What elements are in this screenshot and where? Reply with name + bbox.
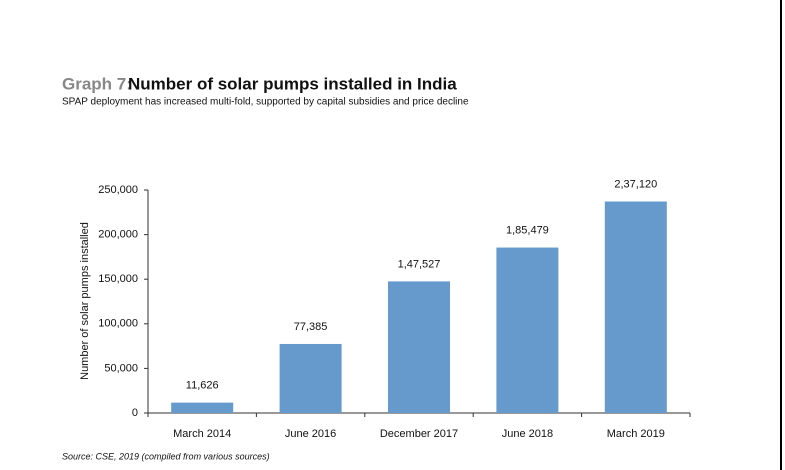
chart-subtitle: SPAP deployment has increased multi-fold…: [62, 97, 469, 108]
value-label: 1,85,479: [506, 224, 549, 236]
y-tick-label: 200,000: [98, 229, 138, 241]
bar: [279, 343, 342, 413]
bar: [496, 247, 559, 413]
chart-title: Number of solar pumps installed in India: [128, 74, 457, 93]
bar: [171, 402, 234, 413]
value-label: 77,385: [294, 321, 328, 333]
source: Source: CSE, 2019 (compiled from various…: [62, 451, 270, 461]
y-tick-label: 100,000: [98, 318, 138, 330]
x-tick-label: March 2014: [173, 428, 231, 440]
value-label: 2,37,120: [614, 178, 657, 190]
y-tick-label: 0: [132, 407, 138, 419]
y-axis-label: Number of solar pumps installed: [79, 222, 91, 380]
value-label: 11,626: [186, 380, 219, 392]
value-label: 1,47,527: [398, 258, 441, 270]
y-tick-label: 150,000: [98, 273, 138, 285]
x-tick-label: June 2018: [502, 428, 553, 440]
x-tick-label: December 2017: [380, 428, 458, 440]
bar: [388, 281, 450, 413]
y-tick-label: 250,000: [98, 184, 138, 196]
chart-label: Graph 7:: [62, 74, 132, 93]
bar: [604, 201, 667, 413]
x-tick-label: March 2019: [607, 428, 665, 440]
x-tick-label: June 2016: [285, 428, 336, 440]
y-tick-label: 50,000: [104, 362, 138, 374]
